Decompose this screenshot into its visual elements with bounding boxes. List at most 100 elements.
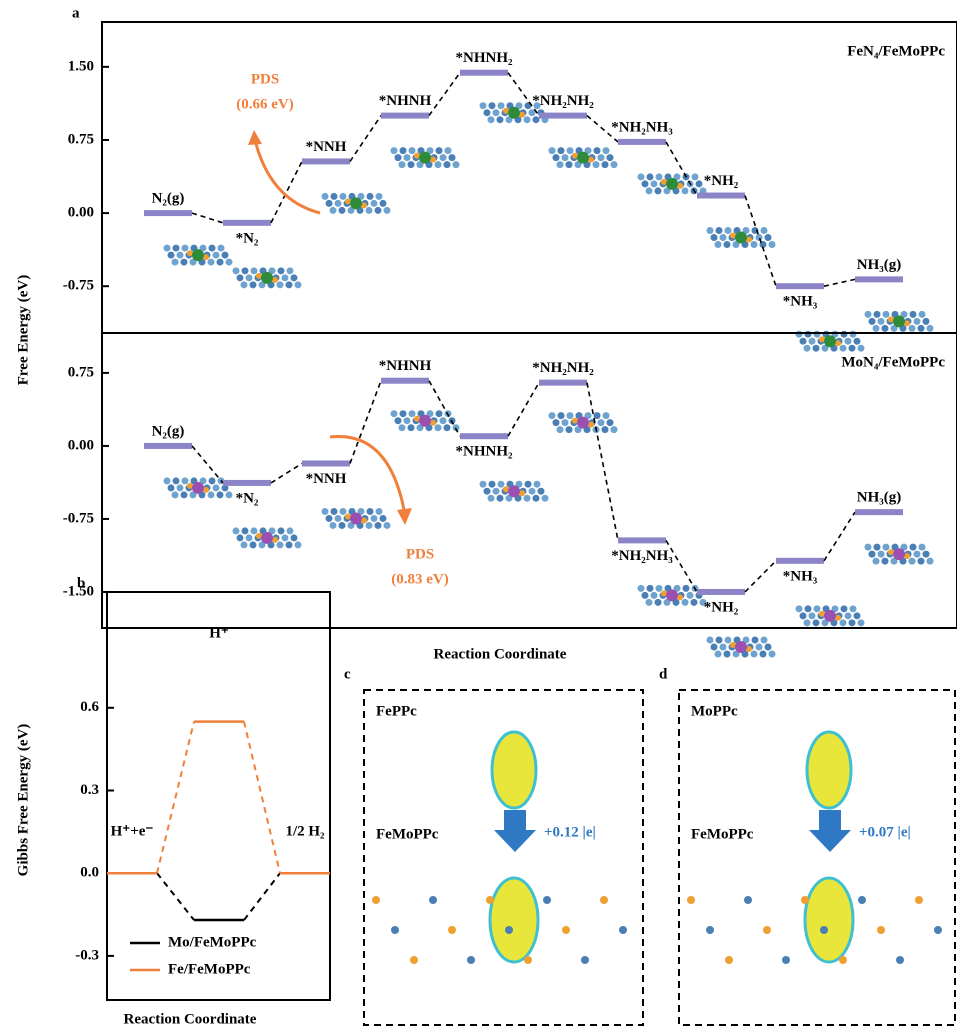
molecule-name: FeMoPPc — [376, 826, 439, 842]
y-tick-label: -1.50 — [63, 583, 94, 599]
state-label: *N₂ — [236, 490, 259, 506]
atom — [763, 926, 771, 934]
atom — [532, 116, 540, 124]
atom — [268, 527, 276, 535]
atom — [524, 480, 532, 488]
state-label: *NH₂NH₂ — [532, 360, 594, 376]
y-tick-label: -0.3 — [75, 947, 99, 963]
state-label: *NH₂NH₂ — [532, 93, 594, 109]
molecule-illustration — [706, 636, 776, 658]
atom — [557, 147, 565, 155]
atom — [650, 591, 658, 599]
energy-level — [381, 112, 429, 119]
energy-level — [697, 588, 745, 595]
atom — [795, 605, 803, 613]
atom — [844, 612, 852, 620]
atom — [742, 636, 750, 644]
density-lobe — [803, 876, 855, 964]
atom — [448, 926, 456, 934]
atom — [663, 187, 671, 195]
atom — [426, 147, 434, 155]
atom — [759, 650, 767, 658]
atom — [661, 590, 667, 597]
metal-atom — [508, 485, 520, 498]
atom — [803, 619, 811, 627]
atom — [732, 241, 740, 249]
atom — [839, 956, 847, 964]
atom — [900, 310, 908, 318]
atom — [375, 192, 383, 200]
metal-atom — [735, 231, 747, 244]
atom — [361, 517, 367, 524]
molecule-illustration — [548, 147, 618, 169]
atom — [528, 487, 536, 495]
atom — [760, 227, 768, 235]
atom — [646, 173, 654, 181]
molecule-illustration — [321, 507, 391, 529]
atom — [918, 310, 926, 318]
atom — [661, 178, 667, 185]
molecule-illustration — [479, 102, 549, 124]
atom — [361, 202, 367, 209]
atom — [663, 598, 671, 606]
panel-label: d — [659, 666, 668, 682]
energy-level — [144, 442, 192, 449]
atom — [429, 896, 437, 904]
molecule-name: FePPc — [376, 703, 417, 719]
connector — [243, 721, 281, 874]
atom — [864, 543, 872, 551]
atom — [375, 507, 383, 515]
energy-level — [855, 509, 903, 516]
connector — [349, 380, 382, 464]
atom — [249, 281, 257, 289]
state-label: *NNH — [306, 471, 347, 487]
atom — [804, 605, 812, 613]
atom — [888, 549, 894, 556]
atom — [588, 421, 594, 428]
molecule-illustration — [390, 147, 460, 169]
atom — [414, 415, 420, 422]
state-label: *NH₂NH₃ — [611, 119, 673, 135]
density-lobe — [488, 876, 540, 964]
atom — [566, 147, 574, 155]
atom — [641, 591, 649, 599]
atom — [181, 244, 189, 252]
atom — [408, 410, 416, 418]
atom — [435, 147, 443, 155]
connector — [507, 382, 540, 437]
atom — [556, 161, 564, 169]
metal-atom — [419, 414, 431, 427]
atom — [523, 494, 531, 502]
atom — [795, 330, 803, 338]
atom — [755, 643, 763, 651]
atom — [187, 250, 193, 257]
atom — [922, 550, 930, 558]
atom — [552, 419, 560, 427]
atom — [285, 541, 293, 549]
energy-level — [776, 557, 824, 564]
atom — [744, 896, 752, 904]
metal-atom — [666, 589, 678, 602]
atom — [588, 156, 594, 163]
atom — [321, 192, 329, 200]
chart-title: FeN₄/FeMoPPc — [847, 43, 945, 59]
atom — [606, 419, 614, 427]
atom — [719, 643, 727, 651]
plot-frame — [106, 591, 331, 1001]
atom — [505, 116, 513, 124]
atom — [654, 187, 662, 195]
atom — [918, 543, 926, 551]
atom — [290, 274, 298, 282]
atom — [488, 102, 496, 110]
energy-level — [223, 479, 271, 486]
state-label: *NHNH₂ — [456, 50, 514, 66]
y-tick-label: 0.75 — [68, 131, 94, 147]
connector — [156, 721, 195, 874]
atom — [256, 272, 262, 279]
metal-atom — [261, 531, 273, 544]
atom — [601, 426, 609, 434]
atom — [294, 281, 302, 289]
x-axis-label: Reaction Coordinate — [434, 646, 567, 662]
atom — [339, 507, 347, 515]
